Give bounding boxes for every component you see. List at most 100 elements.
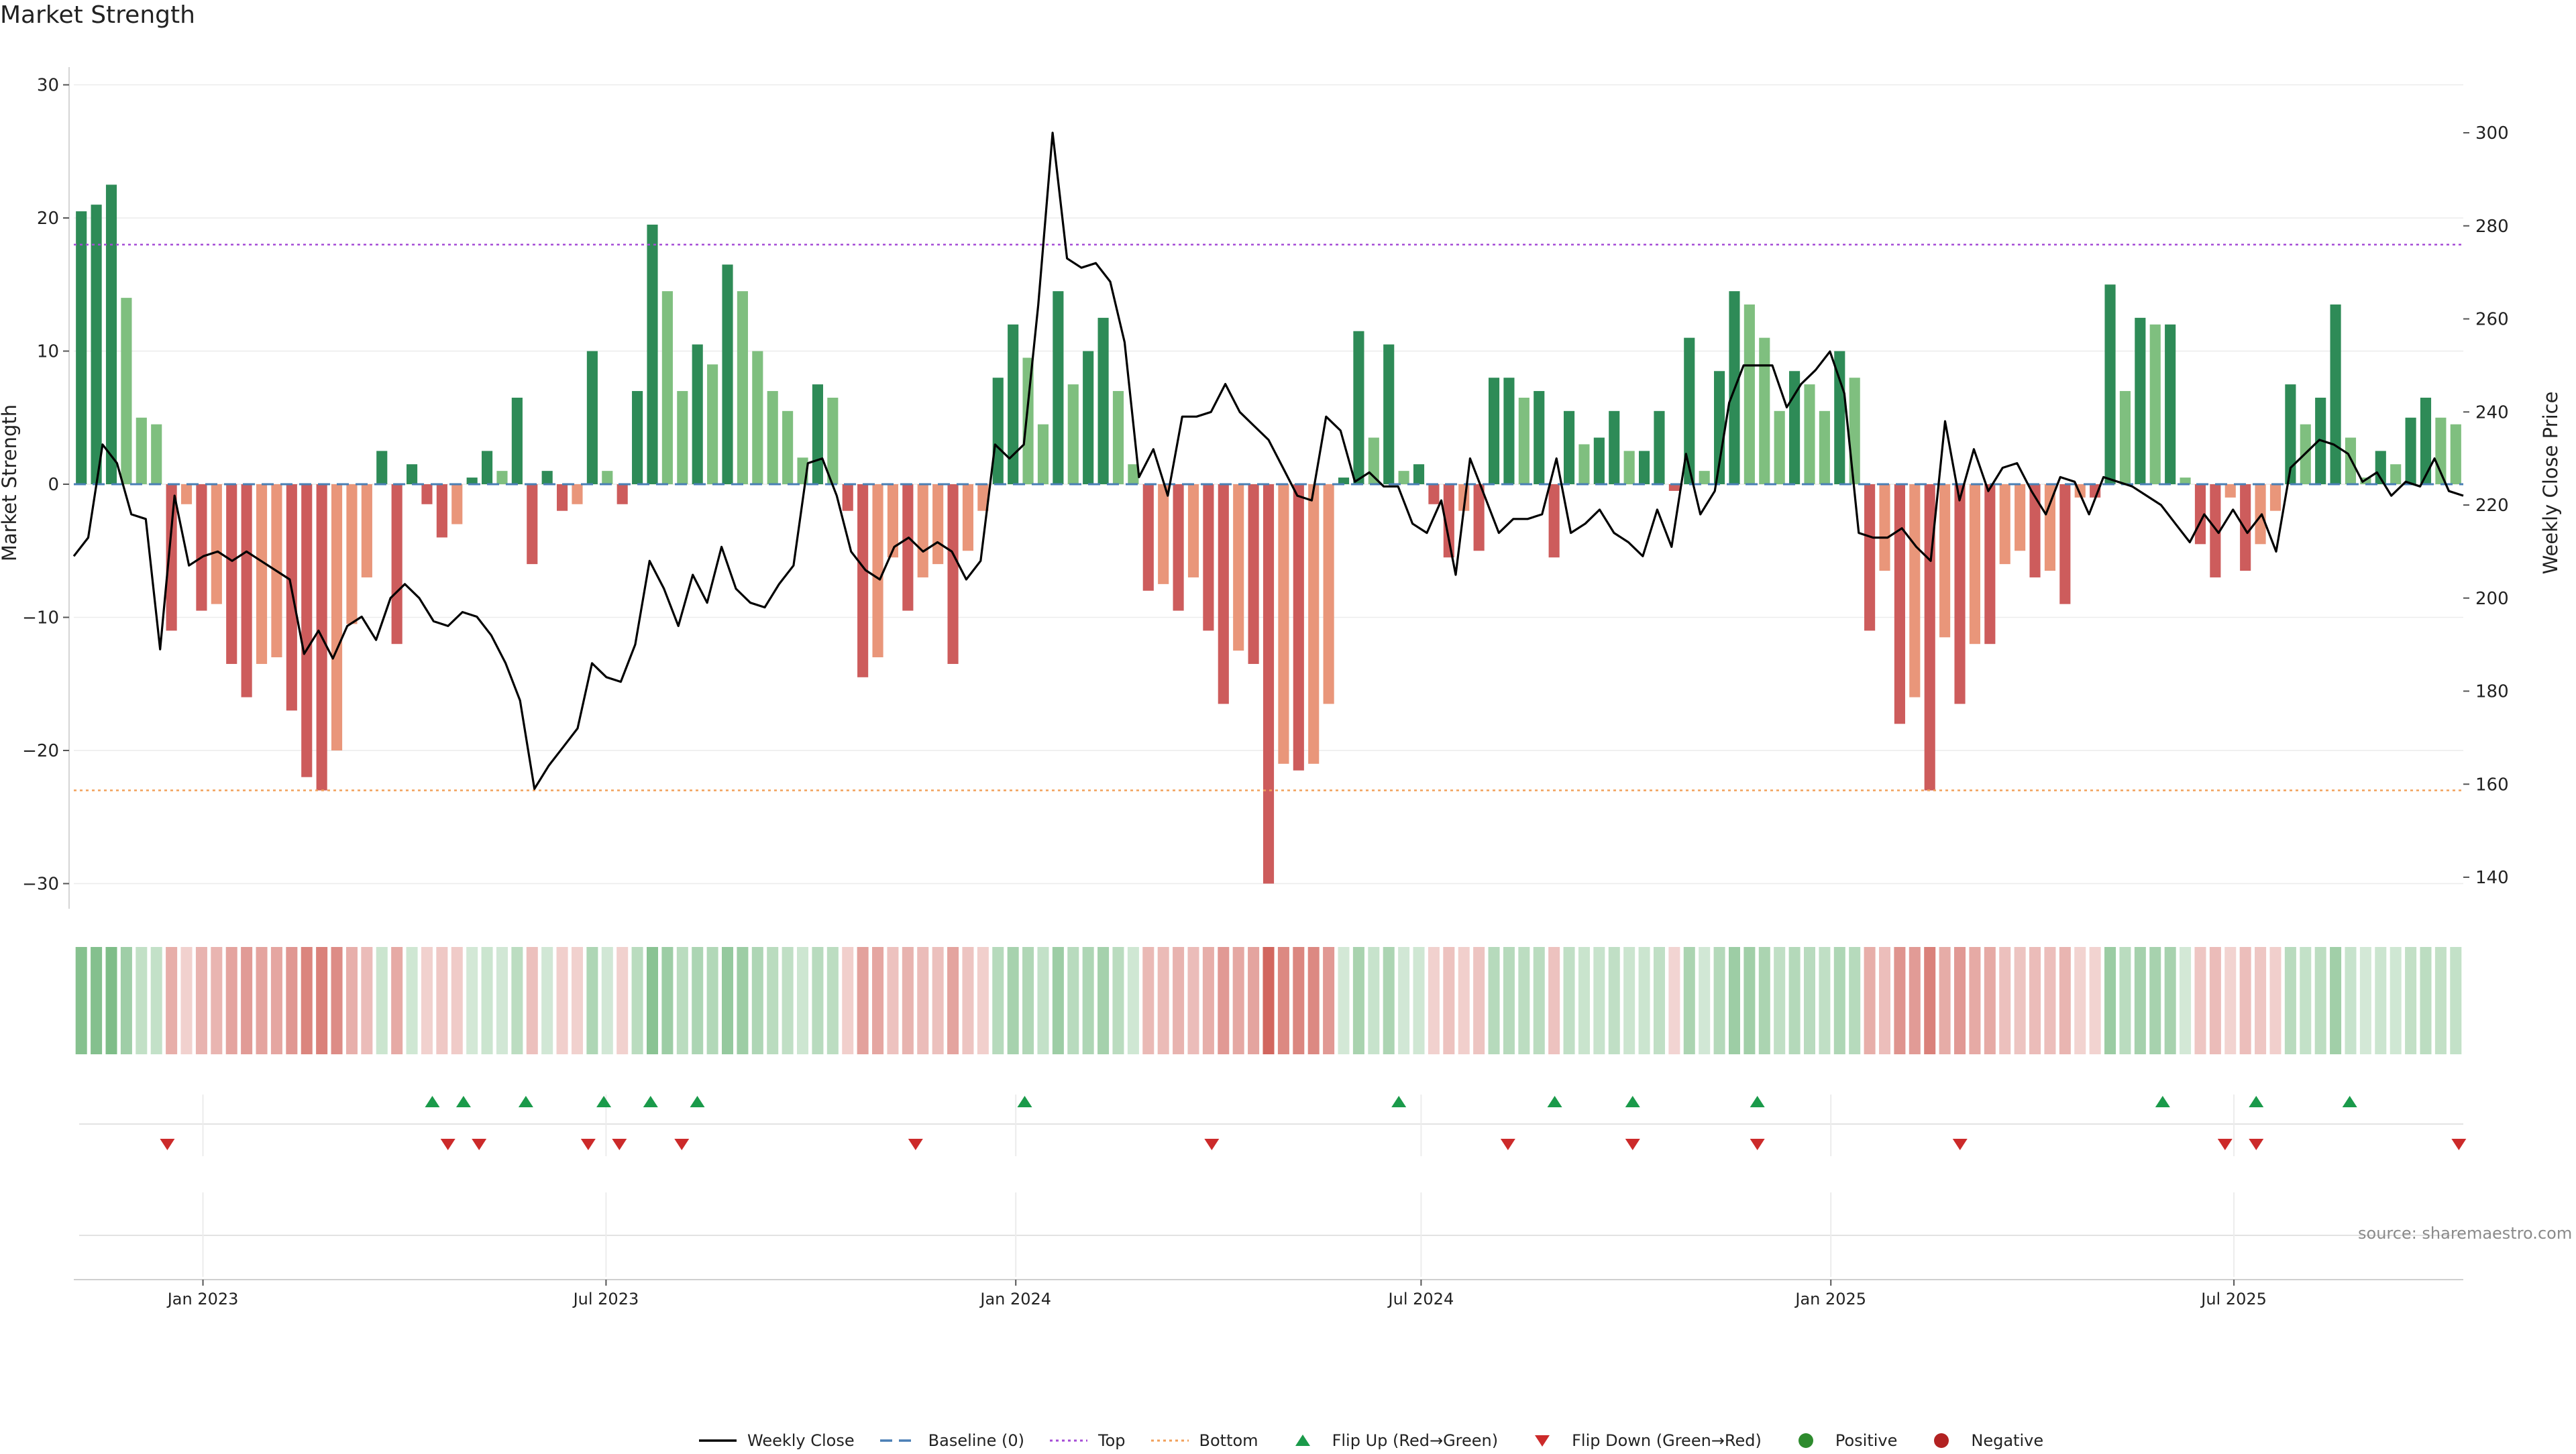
- heat-cell: [2345, 947, 2357, 1054]
- y-tick-label: 10: [37, 342, 59, 362]
- heat-cell: [737, 947, 749, 1054]
- heat-cell: [902, 947, 914, 1054]
- heat-cell: [241, 947, 253, 1054]
- heat-cell: [195, 947, 207, 1054]
- flip-down-marker: [1750, 1139, 1765, 1150]
- strength-bar: [286, 484, 297, 711]
- heat-cell: [992, 947, 1004, 1054]
- strength-bar: [2255, 484, 2266, 545]
- strength-bar: [1563, 410, 1575, 484]
- dotted-line-icon: [1150, 1439, 1189, 1442]
- heat-cell: [301, 947, 313, 1054]
- strength-bar: [121, 298, 132, 484]
- heat-cell: [1232, 947, 1244, 1054]
- strength-bar: [1187, 484, 1199, 577]
- heat-cell: [2269, 947, 2282, 1054]
- strength-bar: [1609, 410, 1620, 484]
- strength-bar: [2405, 417, 2416, 484]
- flip-down-marker: [908, 1139, 923, 1150]
- y2-tick-label: 260: [2475, 310, 2509, 330]
- heat-cell: [136, 947, 148, 1054]
- strength-bar: [661, 291, 673, 484]
- heat-cell: [2434, 947, 2447, 1054]
- heat-cell: [2420, 947, 2432, 1054]
- strength-bar: [2180, 478, 2191, 484]
- heat-cell: [1173, 947, 1185, 1054]
- heat-cell: [1849, 947, 1861, 1054]
- y-tick-label: −30: [22, 875, 59, 895]
- heat-cell: [511, 947, 523, 1054]
- heat-cell: [2330, 947, 2342, 1054]
- heat-cell: [361, 947, 373, 1054]
- strength-bar: [2104, 284, 2116, 484]
- axes: −30 −20 −10 0 10 20 30 140 160 180 200 220 240 260 280…: [0, 67, 2562, 909]
- heat-cell: [706, 947, 718, 1054]
- heat-cell: [676, 947, 688, 1054]
- heat-cell: [1248, 947, 1260, 1054]
- strength-bar: [2135, 317, 2146, 484]
- flip-down-marker: [2217, 1139, 2233, 1150]
- strength-bar: [1503, 378, 1515, 484]
- heat-cell: [1157, 947, 1169, 1054]
- heat-cell: [2255, 947, 2267, 1054]
- strength-bar: [196, 484, 207, 611]
- heat-cell: [1999, 947, 2011, 1054]
- strength-bar: [2059, 484, 2071, 604]
- strength-bar: [2015, 484, 2026, 551]
- strength-bar: [1233, 484, 1244, 651]
- strength-bar: [932, 484, 944, 565]
- strength-bar: [541, 471, 553, 484]
- heat-cell: [1819, 947, 1831, 1054]
- strength-bar: [586, 351, 598, 484]
- heat-cell: [977, 947, 989, 1054]
- flip-up-marker: [643, 1096, 658, 1107]
- strength-bar: [2450, 424, 2461, 484]
- y-tick-label: −10: [22, 608, 59, 628]
- heat-cell: [1218, 947, 1230, 1054]
- heat-cell: [2029, 947, 2041, 1054]
- strength-bar: [1293, 484, 1304, 771]
- strength-bar: [1353, 331, 1364, 484]
- heat-cell: [1578, 947, 1590, 1054]
- dotted-line-icon: [1050, 1439, 1088, 1442]
- flip-up-marker: [1625, 1096, 1640, 1107]
- y-tick-label: −20: [22, 741, 59, 761]
- strength-bar: [482, 451, 493, 484]
- heat-cell: [166, 947, 178, 1054]
- strength-bar: [1263, 484, 1275, 884]
- x-tick-label: Jan 2024: [979, 1290, 1051, 1308]
- heat-cell: [1728, 947, 1740, 1054]
- strength-bar: [1684, 337, 1695, 484]
- legend-item-top: Top: [1049, 1431, 1126, 1451]
- flip-down-marker: [472, 1139, 487, 1150]
- strength-bar: [707, 364, 718, 484]
- heat-cell: [1398, 947, 1410, 1054]
- heat-cell: [812, 947, 824, 1054]
- triangle-up-icon: [1295, 1435, 1310, 1446]
- strength-bar: [1548, 484, 1560, 558]
- heat-cell: [586, 947, 598, 1054]
- heat-cell: [1277, 947, 1289, 1054]
- strength-bar: [632, 391, 643, 484]
- strength-bar: [1488, 378, 1500, 484]
- strength-bar: [1413, 464, 1425, 484]
- heat-cell: [571, 947, 583, 1054]
- heat-cell: [2375, 947, 2387, 1054]
- heat-cell: [1653, 947, 1665, 1054]
- heat-cell: [2224, 947, 2237, 1054]
- strength-bar: [1158, 484, 1169, 584]
- flip-down-marker: [440, 1139, 455, 1150]
- strength-bar: [1097, 317, 1109, 484]
- heat-cell: [1758, 947, 1770, 1054]
- heat-cell: [1939, 947, 1951, 1054]
- y2-tick-label: 280: [2475, 217, 2509, 237]
- legend-label: Positive: [1835, 1431, 1898, 1450]
- strength-bar: [602, 471, 613, 484]
- heat-cell: [887, 947, 899, 1054]
- flip-down-marker: [1625, 1139, 1640, 1150]
- heat-cell: [826, 947, 839, 1054]
- strength-bar: [1248, 484, 1259, 664]
- strength-bar: [76, 211, 87, 484]
- heat-cell: [1924, 947, 1936, 1054]
- y2-tick-label: 220: [2475, 496, 2509, 516]
